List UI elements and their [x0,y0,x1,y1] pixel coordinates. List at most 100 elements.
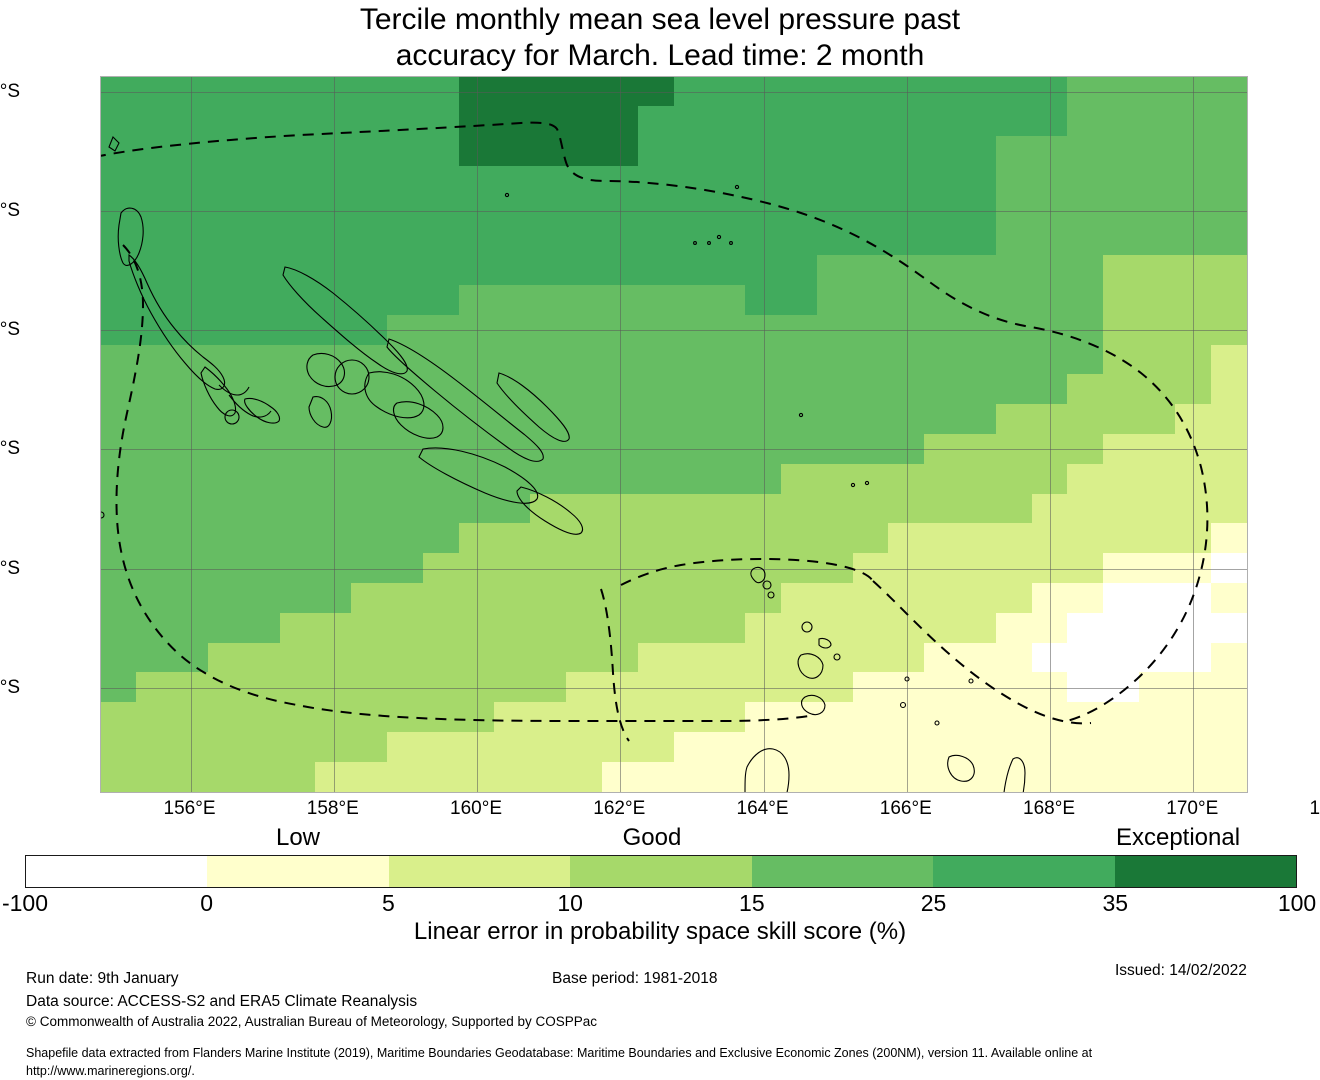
heatmap-cell [351,463,388,495]
heatmap-cell [960,165,997,197]
heatmap-cell [816,344,854,376]
heatmap-cell [494,285,532,316]
colorbar-tick-label: 0 [200,890,214,916]
heatmap-cell [673,225,711,257]
heatmap-cell [709,374,747,406]
heatmap-cell [207,761,245,792]
heatmap-cell [816,553,854,584]
heatmap-cell [101,493,138,525]
heatmap-cell [1103,225,1141,257]
longitude-tick-label: 168°E [1023,798,1076,819]
heatmap-cell [279,195,317,227]
heatmap-cell [995,642,1033,674]
data-source-text: Data source: ACCESS-S2 and ERA5 Climate … [26,993,418,1010]
heatmap-cell [422,463,460,495]
heatmap-cell [387,553,424,584]
heatmap-cell [279,731,317,763]
heatmap-cell [960,344,997,376]
heatmap-cell [852,255,890,287]
heatmap-cell [852,463,890,495]
longitude-tick-label: 166°E [879,798,932,819]
graticule-grid [101,77,1247,792]
heatmap-cell [960,255,997,287]
heatmap-cell [351,761,388,792]
heatmap-cell [279,582,317,614]
heatmap-cell [780,463,818,495]
heatmap-cell [1067,493,1105,525]
heatmap-cell [780,106,818,138]
colorbar-segment [933,856,1115,887]
heatmap-cell [709,523,747,555]
heatmap-cell [136,582,174,614]
heatmap-cell [1103,255,1141,287]
heatmap-cell [780,523,818,555]
heatmap-cell [1103,582,1141,614]
heatmap-cell [494,612,532,644]
heatmap-cell [422,255,460,287]
heatmap-cell [1139,582,1176,614]
heatmap-cell [1103,642,1141,674]
heatmap-cell [207,195,245,227]
heatmap-cell [422,582,460,614]
latitude-tick-label: 12°S [0,557,20,579]
heatmap-cell [101,165,138,197]
heatmap-cell [243,374,281,406]
heatmap-cell [279,642,317,674]
heatmap-cell [673,344,711,376]
heatmap-cell [1103,374,1141,406]
heatmap-cell [351,553,388,584]
heatmap-cell [1067,404,1105,435]
heatmap-cell [995,463,1033,495]
heatmap-cell [1067,463,1105,495]
colorbar-segment [751,856,934,887]
base-period-text: Base period: 1981-2018 [552,970,718,987]
heatmap-cell [207,374,245,406]
heatmap-cell [709,285,747,316]
heatmap-cell [1103,612,1141,644]
heatmap-cell [494,553,532,584]
heatmap-cell [1210,523,1247,555]
heatmap-cell [780,344,818,376]
heatmap-cell [101,136,138,167]
heatmap-cell [1067,344,1105,376]
heatmap-cell [673,493,711,525]
colorbar-category-labels: Low Good Exceptional [0,824,1320,852]
heatmap-cell [780,195,818,227]
heatmap-cell [852,106,890,138]
heatmap-cell [673,523,711,555]
heatmap-cell [1067,374,1105,406]
heatmap-cell [709,255,747,287]
heatmap-cell [387,582,424,614]
heatmap-cell [387,225,424,257]
heatmap-cell [207,642,245,674]
heatmap-cell [1067,731,1105,763]
heatmap-cell [136,374,174,406]
colorbar-axis-label: Linear error in probability space skill … [413,918,907,945]
heatmap-cell [387,493,424,525]
heatmap-cell [566,493,603,525]
heatmap-cell [1103,106,1141,138]
heatmap-cell [101,553,138,584]
heatmap-cell [924,404,961,435]
heatmap-cell [351,136,388,167]
colorbar-segment [26,856,208,887]
latitude-tick-label: 4°S [0,80,20,102]
heatmap-cell [780,731,818,763]
heatmap-cell [637,493,675,525]
heatmap-cell [924,761,961,792]
heatmap-cell [566,225,603,257]
heatmap-cell [960,374,997,406]
heatmap-cell [136,165,174,197]
heatmap-cell [207,225,245,257]
colorbar-tick-label: 35 [1102,890,1129,916]
heatmap-cell [1103,344,1141,376]
heatmap-cell [243,493,281,525]
latitude-tick-label: 8°S [0,319,20,341]
heatmap-cell [673,761,711,792]
heatmap-cell [101,702,138,733]
heatmap-cell [494,225,532,257]
heatmap-cell [101,106,138,138]
heatmap-cell [1139,374,1176,406]
shapefile-credit-line-1: Shapefile data extracted from Flanders M… [26,1046,1093,1060]
heatmap-cell [816,404,854,435]
